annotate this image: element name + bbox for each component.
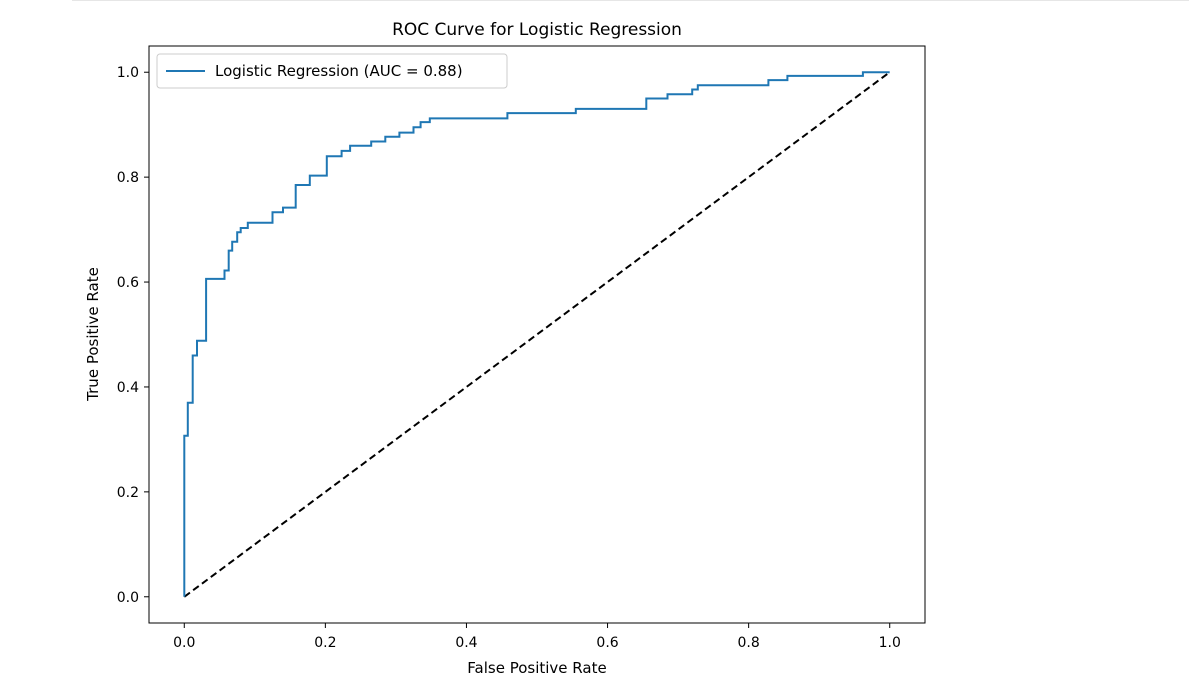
y-axis-ticks: 0.0 0.2 0.4 0.6 0.8 1.0 — [117, 65, 149, 606]
plot-frame — [148, 45, 926, 624]
y-axis-label: True Positive Rate — [84, 267, 102, 402]
x-tick-label: 0.6 — [596, 635, 618, 651]
roc-curve-layer — [183, 71, 890, 597]
y-tick-label: 0.8 — [117, 170, 139, 186]
x-tick-label: 1.0 — [879, 635, 901, 651]
x-axis-ticks: 0.0 0.2 0.4 0.6 0.8 1.0 — [173, 623, 901, 651]
x-tick-label: 0.2 — [314, 635, 336, 651]
y-tick-label: 1.0 — [117, 65, 139, 81]
legend-label: Logistic Regression (AUC = 0.88) — [215, 62, 463, 80]
legend: Logistic Regression (AUC = 0.88) — [156, 53, 508, 89]
x-tick-label: 0.8 — [738, 635, 760, 651]
legend-box — [156, 53, 508, 89]
y-tick-label: 0.4 — [117, 380, 139, 396]
top-divider — [72, 0, 1189, 1]
chance-line-layer — [183, 71, 891, 598]
x-axis-label: False Positive Rate — [467, 659, 606, 677]
y-tick-label: 0.6 — [117, 275, 139, 291]
x-tick-label: 0.0 — [173, 635, 195, 651]
chance-line — [183, 71, 891, 598]
y-tick-label: 0.0 — [117, 590, 139, 606]
x-tick-label: 0.4 — [455, 635, 477, 651]
roc-curve-line — [183, 71, 890, 597]
y-tick-label: 0.2 — [117, 485, 139, 501]
chart-title: ROC Curve for Logistic Regression — [392, 20, 682, 40]
